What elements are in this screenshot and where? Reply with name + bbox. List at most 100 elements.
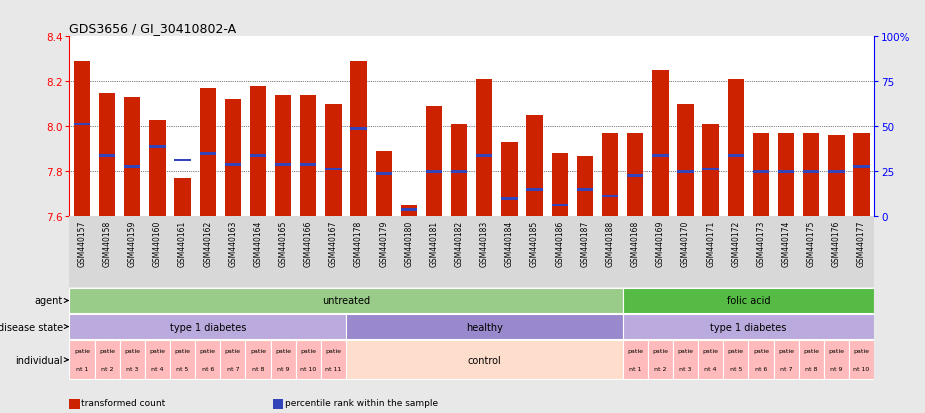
Text: transformed count: transformed count <box>81 398 166 407</box>
Bar <box>200 89 216 217</box>
Bar <box>149 120 166 217</box>
Bar <box>476 80 492 217</box>
Text: nt 1: nt 1 <box>76 366 88 371</box>
Text: patie: patie <box>74 349 90 354</box>
Bar <box>426 107 442 217</box>
Text: nt 4: nt 4 <box>151 366 164 371</box>
Text: control: control <box>467 355 501 365</box>
Bar <box>346 341 623 379</box>
Text: GSM440172: GSM440172 <box>732 221 740 266</box>
Text: patie: patie <box>829 349 845 354</box>
Text: healthy: healthy <box>466 322 503 332</box>
Text: disease state: disease state <box>0 322 63 332</box>
Text: GSM440169: GSM440169 <box>656 221 665 267</box>
Text: GSM440176: GSM440176 <box>832 221 841 267</box>
Text: patie: patie <box>200 349 216 354</box>
Text: nt 5: nt 5 <box>730 366 742 371</box>
Text: nt 9: nt 9 <box>277 366 290 371</box>
Bar <box>526 189 543 191</box>
Text: GSM440171: GSM440171 <box>706 221 715 266</box>
Bar <box>828 171 845 173</box>
Text: patie: patie <box>778 349 794 354</box>
Bar <box>195 341 220 379</box>
Text: patie: patie <box>803 349 820 354</box>
Bar <box>526 116 543 217</box>
Text: GSM440185: GSM440185 <box>530 221 539 266</box>
Bar <box>69 341 94 379</box>
Bar <box>551 204 568 207</box>
Text: folic acid: folic acid <box>727 296 771 306</box>
Bar <box>748 341 773 379</box>
Bar <box>326 169 341 171</box>
Bar <box>803 134 820 217</box>
Bar <box>245 341 270 379</box>
Bar <box>702 125 719 217</box>
Bar <box>124 98 141 217</box>
Text: patie: patie <box>703 349 719 354</box>
Bar <box>69 288 623 313</box>
Text: nt 5: nt 5 <box>177 366 189 371</box>
Bar <box>824 341 849 379</box>
Bar <box>849 341 874 379</box>
Text: GSM440166: GSM440166 <box>303 221 313 267</box>
Bar <box>551 154 568 217</box>
Text: GSM440157: GSM440157 <box>78 221 86 267</box>
Text: untreated: untreated <box>322 296 370 306</box>
Text: patie: patie <box>124 349 141 354</box>
Text: GSM440183: GSM440183 <box>480 221 488 266</box>
Bar <box>275 95 291 217</box>
Text: patie: patie <box>99 349 115 354</box>
Bar <box>778 171 795 173</box>
Bar <box>577 156 593 217</box>
Bar <box>175 159 191 162</box>
Text: patie: patie <box>250 349 266 354</box>
Bar <box>728 155 744 157</box>
Bar <box>476 155 492 157</box>
Bar <box>623 341 648 379</box>
Bar <box>501 197 518 200</box>
Bar <box>351 128 366 131</box>
Text: patie: patie <box>677 349 694 354</box>
Bar <box>702 169 719 171</box>
Text: patie: patie <box>150 349 166 354</box>
Text: GSM440174: GSM440174 <box>782 221 791 267</box>
Bar <box>401 206 417 217</box>
Bar <box>74 123 90 126</box>
Bar <box>602 195 618 198</box>
Text: patie: patie <box>753 349 769 354</box>
Text: individual: individual <box>16 355 63 365</box>
Text: GSM440163: GSM440163 <box>228 221 238 267</box>
Bar <box>124 166 141 169</box>
Bar <box>149 146 166 149</box>
Bar <box>501 143 518 217</box>
Text: GSM440162: GSM440162 <box>204 221 212 266</box>
Bar <box>99 155 116 157</box>
Bar <box>451 171 467 173</box>
Text: percentile rank within the sample: percentile rank within the sample <box>285 398 438 407</box>
Text: nt 6: nt 6 <box>202 366 214 371</box>
Bar <box>220 341 245 379</box>
Text: GSM440168: GSM440168 <box>631 221 640 266</box>
Text: patie: patie <box>175 349 191 354</box>
Text: patie: patie <box>301 349 316 354</box>
Text: nt 3: nt 3 <box>679 366 692 371</box>
Bar <box>451 125 467 217</box>
Bar <box>145 341 170 379</box>
Bar <box>225 100 241 217</box>
Bar <box>119 341 145 379</box>
Text: GSM440177: GSM440177 <box>857 221 866 267</box>
Bar <box>677 171 694 173</box>
Text: nt 4: nt 4 <box>705 366 717 371</box>
Text: GSM440164: GSM440164 <box>253 221 263 267</box>
Bar <box>275 164 291 166</box>
Bar <box>854 134 870 217</box>
Text: GSM440179: GSM440179 <box>379 221 388 267</box>
Bar <box>300 95 316 217</box>
Bar <box>351 62 366 217</box>
Text: nt 8: nt 8 <box>252 366 265 371</box>
Bar <box>652 155 669 157</box>
Text: GDS3656 / GI_30410802-A: GDS3656 / GI_30410802-A <box>69 21 237 35</box>
Bar <box>627 175 644 178</box>
Text: GSM440158: GSM440158 <box>103 221 112 266</box>
Text: patie: patie <box>728 349 744 354</box>
